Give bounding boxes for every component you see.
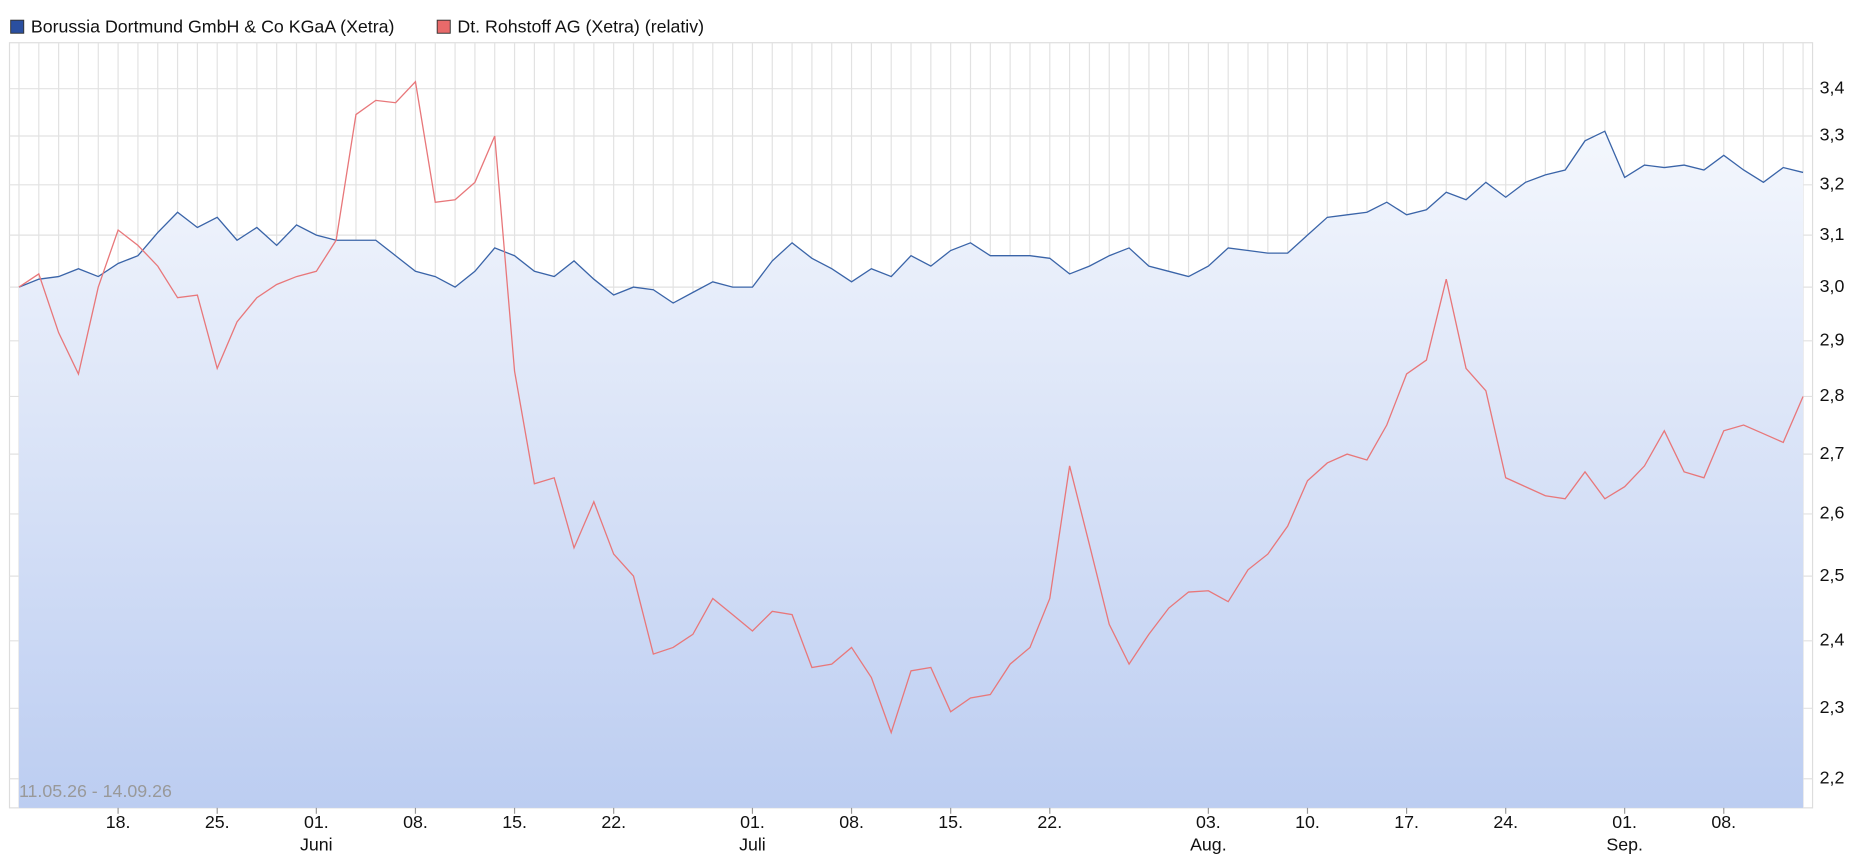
y-tick-label: 2,2 (1820, 767, 1845, 787)
x-tick-label: 01. (1612, 812, 1637, 832)
range-label: 11.05.26 - 14.09.26 (19, 781, 172, 801)
x-tick-label: 10. (1295, 812, 1320, 832)
y-tick-label: 3,0 (1820, 276, 1845, 296)
series-line (18, 80, 1804, 735)
month-label: Juni (300, 835, 333, 855)
legend-swatch (10, 19, 25, 34)
y-tick-label: 2,5 (1820, 565, 1845, 585)
x-tick-label: 22. (1037, 812, 1062, 832)
x-tick-label: 15. (938, 812, 963, 832)
marks (18, 80, 1804, 808)
y-tick-label: 3,3 (1820, 125, 1845, 145)
series-line (18, 130, 1804, 304)
y-tick-label: 2,4 (1820, 630, 1845, 650)
y-tick-label: 3,2 (1820, 173, 1845, 193)
x-tick-label: 17. (1394, 812, 1419, 832)
x-tick-label: 01. (304, 812, 329, 832)
legend-label: Borussia Dortmund GmbH & Co KGaA (Xetra) (31, 17, 395, 37)
x-tick-label: 18. (106, 812, 131, 832)
y-tick-label: 2,7 (1820, 443, 1845, 463)
x-tick-label: 15. (502, 812, 527, 832)
month-label: Aug. (1190, 835, 1227, 855)
x-tick-label: 08. (839, 812, 864, 832)
y-tick-label: 2,8 (1820, 385, 1845, 405)
x-tick-label: 25. (205, 812, 230, 832)
y-tick-label: 3,4 (1820, 77, 1845, 97)
y-tick-label: 2,9 (1820, 330, 1845, 350)
legend-label: Dt. Rohstoff AG (Xetra) (relativ) (457, 17, 704, 37)
x-tick-label: 01. (740, 812, 765, 832)
area-fill (18, 131, 1804, 808)
x-tick-label: 08. (403, 812, 428, 832)
x-tick-label: 24. (1493, 812, 1518, 832)
x-tick-label: 22. (601, 812, 626, 832)
x-tick-label: 08. (1711, 812, 1736, 832)
y-tick-label: 3,1 (1820, 224, 1845, 244)
month-label: Sep. (1606, 835, 1643, 855)
month-label: Juli (739, 835, 766, 855)
legend-swatch (436, 19, 451, 34)
y-tick-label: 2,3 (1820, 697, 1845, 717)
x-tick-label: 03. (1196, 812, 1221, 832)
y-tick-label: 2,6 (1820, 503, 1845, 523)
labels: 2,2 2,3 2,4 2,5 2,6 2,7 2,8 2,9 3,0 3,1 3,2 3,3 3,4 1… (10, 17, 1845, 855)
